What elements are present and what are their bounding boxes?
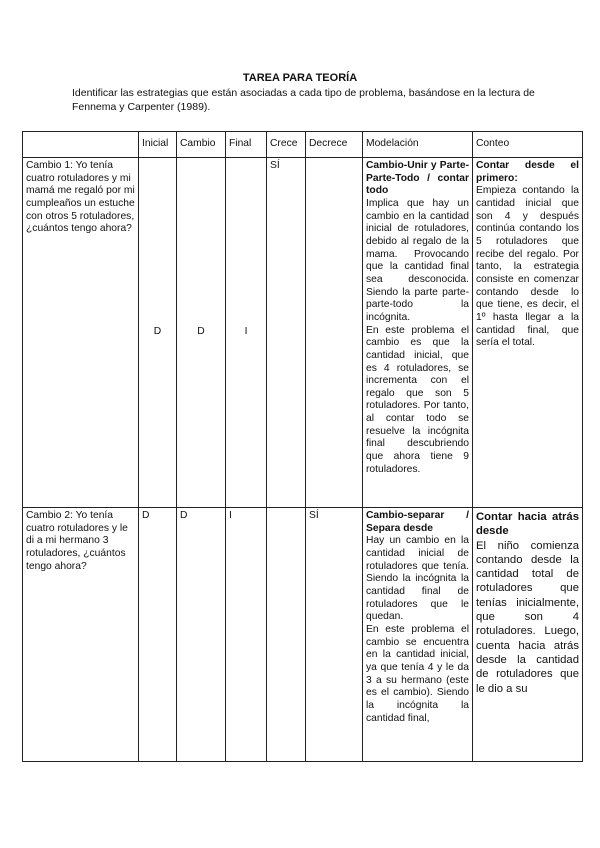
header-inicial: Inicial (138, 131, 177, 158)
conteo-title: Contar hacia atrás desde (476, 511, 579, 538)
conteo-cell: Contar hacia atrás desde El niño comienz… (472, 507, 583, 762)
conteo-paragraph: Empieza contando la cantidad inicial que… (476, 185, 579, 349)
modelacion-paragraph: Implica que hay un cambio en la cantidad… (366, 197, 469, 323)
conteo-paragraph: El niño comienza contando desde la canti… (476, 539, 579, 695)
modelacion-paragraph: En este problema el cambio se encuentra … (366, 623, 469, 724)
inicial-cell: D (138, 507, 177, 762)
modelacion-title: Cambio-separar / Separa desde (366, 510, 469, 534)
modelacion-cell: Cambio-Unir y Parte-Parte-Todo / contar … (362, 157, 473, 508)
problem-cell: Cambio 1: Yo tenía cuatro rotuladores y … (22, 157, 139, 508)
modelacion-paragraph: En este problema el cambio es que la can… (366, 324, 469, 475)
decrece-cell (305, 157, 363, 508)
cambio-cell: D (176, 507, 226, 762)
page-title: TAREA PARA TEORÍA (242, 72, 358, 84)
strategies-table: Inicial Cambio Final Crece Decrece Model… (22, 131, 583, 762)
header-modelacion: Modelación (362, 131, 473, 158)
modelacion-title: Cambio-Unir y Parte-Parte-Todo / contar … (366, 160, 469, 197)
header-final: Final (225, 131, 267, 158)
decrece-cell: SÍ (305, 507, 363, 762)
modelacion-paragraph: Hay un cambio en la cantidad inicial de … (366, 535, 469, 623)
final-cell: I (225, 157, 267, 508)
problem-cell: Cambio 2: Yo tenía cuatro rotuladores y … (22, 507, 139, 762)
conteo-title: Contar desde el primero: (476, 160, 579, 184)
header-conteo: Conteo (472, 131, 583, 158)
intro-text: Identificar las estrategias que están as… (72, 87, 535, 113)
table-row: Cambio 2: Yo tenía cuatro rotuladores y … (22, 507, 583, 762)
final-cell: I (225, 507, 267, 762)
cambio-cell: D (176, 157, 226, 508)
crece-cell (266, 507, 306, 762)
header-cell (22, 131, 139, 158)
table-row: Cambio 1: Yo tenía cuatro rotuladores y … (22, 157, 583, 508)
header-cambio: Cambio (176, 131, 226, 158)
inicial-cell: D (138, 157, 177, 508)
table-header-row: Inicial Cambio Final Crece Decrece Model… (22, 131, 583, 158)
crece-cell: SÍ (266, 157, 306, 508)
header-decrece: Decrece (305, 131, 363, 158)
conteo-cell: Contar desde el primero: Empieza contand… (472, 157, 583, 508)
modelacion-cell: Cambio-separar / Separa desde Hay un cam… (362, 507, 473, 762)
header-crece: Crece (266, 131, 306, 158)
